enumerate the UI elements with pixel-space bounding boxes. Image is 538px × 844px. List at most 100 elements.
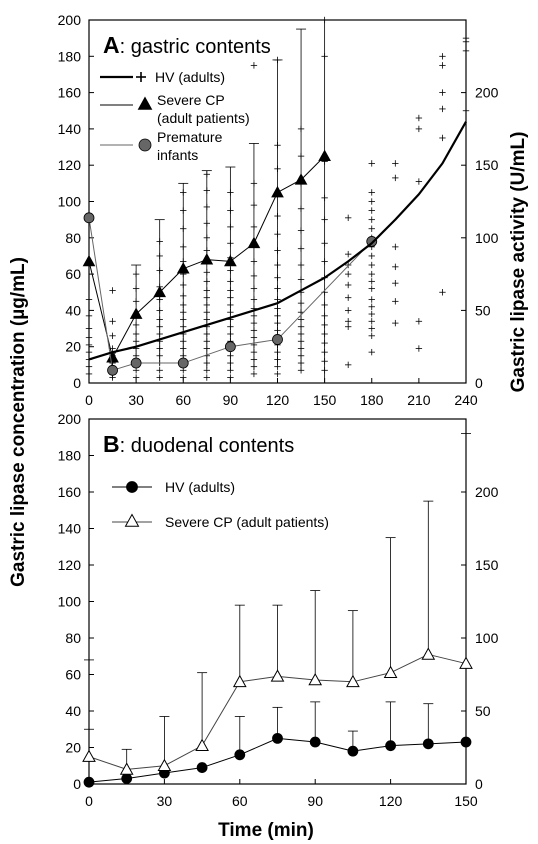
y2-tick-label: 200: [475, 85, 499, 101]
legend-label-line2: infants: [157, 147, 198, 163]
individual-value-plus: [344, 261, 352, 269]
individual-value-plus: [250, 370, 258, 378]
individual-value-plus: [368, 270, 375, 278]
x-tick-label: 30: [157, 793, 173, 809]
series-line: [88, 121, 467, 361]
data-point-circle: [83, 776, 95, 788]
individual-value-plus: [415, 345, 423, 352]
individual-value-plus: [368, 310, 375, 318]
legend-label: Severe CP: [157, 92, 225, 108]
data-point-circle: [224, 341, 236, 353]
series-line: [88, 737, 467, 783]
data-point-circle: [234, 749, 246, 761]
data-point-open-triangle: [232, 674, 247, 688]
data-point-circle: [130, 357, 142, 369]
data-point-triangle: [82, 254, 96, 267]
x-tick-label: 0: [85, 392, 93, 408]
y-tick-label: 80: [65, 630, 81, 646]
data-point-triangle: [129, 307, 143, 319]
data-point-open-triangle: [346, 674, 360, 688]
y-tick-label: 100: [58, 194, 82, 210]
individual-value-plus: [368, 348, 375, 356]
panel-letter: A: [103, 32, 120, 58]
legend-plus-hv: [136, 72, 146, 82]
panel-title: A: gastric contents: [103, 32, 271, 58]
individual-value-plus: [368, 261, 375, 269]
legend-label: HV (adults): [155, 69, 225, 85]
individual-value-plus: [439, 53, 446, 60]
x-tick-label: 30: [128, 392, 144, 408]
individual-value-plus: [203, 374, 211, 381]
y-tick-label: 160: [58, 85, 82, 101]
data-point-triangle: [200, 253, 214, 265]
data-point-triangle: [224, 254, 237, 267]
y-tick-label: 60: [65, 266, 81, 282]
y-tick-label: 200: [58, 411, 82, 427]
individual-value-plus: [344, 318, 352, 325]
panel-a-gastric-contents: 0 20 40 60 80 100 120 140 160 180 200 0 50 100 150 200 0…: [58, 12, 499, 408]
individual-value-plus: [156, 367, 163, 374]
x-tick-label: 150: [313, 392, 337, 408]
data-point-circle: [107, 364, 118, 376]
data-point-circle: [460, 736, 472, 748]
legend-circle-premature: [138, 138, 152, 152]
individual-value-plus: [392, 319, 399, 327]
y2-tick-label: 0: [475, 776, 483, 792]
data-point-open-triangle: [157, 758, 172, 772]
y-tick-label: 200: [58, 12, 82, 28]
x-tick-label: 60: [232, 793, 248, 809]
y-tick-label: 0: [73, 776, 81, 792]
individual-value-plus: [415, 114, 423, 122]
x-tick-label: 120: [266, 392, 290, 408]
data-point-open-triangle: [82, 749, 96, 762]
individual-value-plus: [439, 105, 446, 113]
y-tick-label: 20: [65, 740, 81, 756]
data-point-circle: [177, 357, 189, 369]
x-tick-label: 210: [407, 392, 431, 408]
y2-tick-label: 100: [475, 630, 499, 646]
individual-value-plus: [368, 198, 375, 205]
data-point-triangle: [106, 351, 119, 363]
individual-value-plus: [344, 250, 352, 258]
panel-title-text: : duodenal contents: [120, 435, 295, 457]
data-point-circle: [83, 212, 95, 224]
y-axis-label-right: Gastric lipase activity (U/mL): [508, 132, 529, 393]
data-point-circle: [385, 740, 397, 752]
y-tick-label: 0: [73, 375, 81, 391]
individual-value-plus: [368, 216, 375, 223]
individual-value-plus: [392, 263, 399, 271]
individual-value-plus: [344, 323, 352, 330]
y-tick-label: 120: [58, 557, 82, 573]
x-tick-label: 0: [85, 793, 93, 809]
individual-value-plus: [109, 318, 116, 325]
legend-label-line2: (adult patients): [157, 110, 250, 126]
legend-label: HV (adults): [165, 479, 235, 495]
y2-tick-label: 0: [475, 375, 483, 391]
legend-label: Premature: [157, 129, 223, 145]
individual-value-plus: [344, 361, 352, 369]
y-tick-label: 160: [58, 484, 82, 500]
individual-value-plus: [109, 332, 116, 340]
individual-value-plus: [250, 62, 258, 69]
data-point-open-triangle: [421, 647, 436, 660]
data-point-circle: [121, 773, 133, 784]
individual-value-plus: [368, 225, 375, 232]
individual-value-plus: [392, 160, 399, 167]
panel-b-duodenal-contents: 0 20 40 60 80 100 120 140 160 180 200 0 50 100 150 200 0…: [58, 411, 499, 809]
x-tick-label: 150: [454, 793, 478, 809]
individual-value-plus: [368, 207, 375, 214]
legend-triangle-cp: [137, 96, 153, 110]
y-tick-label: 120: [58, 157, 82, 173]
individual-value-plus: [439, 134, 446, 142]
individual-value-plus: [392, 279, 399, 287]
x-axis-label: Time (min): [218, 820, 314, 841]
individual-value-plus: [180, 374, 187, 381]
individual-value-plus: [368, 303, 375, 310]
individual-value-plus: [344, 281, 352, 289]
individual-value-plus: [344, 307, 352, 314]
individual-value-plus: [368, 296, 375, 303]
y-tick-label: 180: [58, 448, 82, 464]
y-tick-label: 60: [65, 667, 81, 683]
data-point-open-triangle: [195, 738, 209, 751]
